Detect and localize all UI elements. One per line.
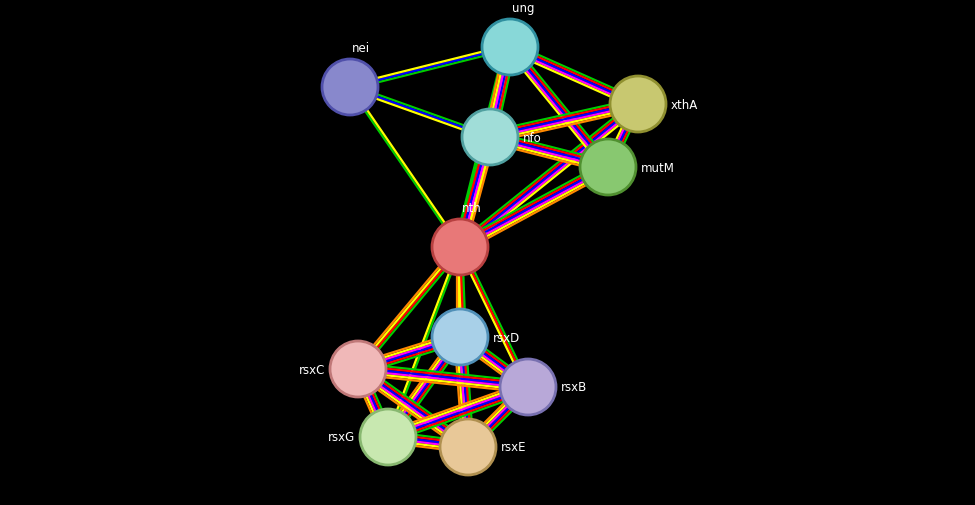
Circle shape: [432, 220, 488, 275]
Text: rsxB: rsxB: [561, 381, 587, 394]
Text: rsxG: rsxG: [328, 431, 355, 443]
Circle shape: [462, 110, 518, 166]
Circle shape: [322, 60, 378, 116]
Circle shape: [482, 20, 538, 76]
Text: mutM: mutM: [641, 161, 675, 174]
Text: ung: ung: [512, 2, 534, 15]
Text: rsxE: rsxE: [501, 441, 526, 453]
Circle shape: [432, 310, 488, 365]
Circle shape: [500, 359, 556, 415]
Circle shape: [360, 409, 416, 465]
Text: nei: nei: [352, 42, 370, 55]
Text: rsxD: rsxD: [493, 331, 521, 344]
Text: nth: nth: [462, 201, 482, 215]
Text: nfo: nfo: [523, 131, 542, 144]
Circle shape: [610, 77, 666, 133]
Text: rsxC: rsxC: [298, 363, 325, 376]
Circle shape: [440, 419, 496, 475]
Circle shape: [580, 140, 636, 195]
Text: xthA: xthA: [671, 98, 698, 111]
Circle shape: [330, 341, 386, 397]
